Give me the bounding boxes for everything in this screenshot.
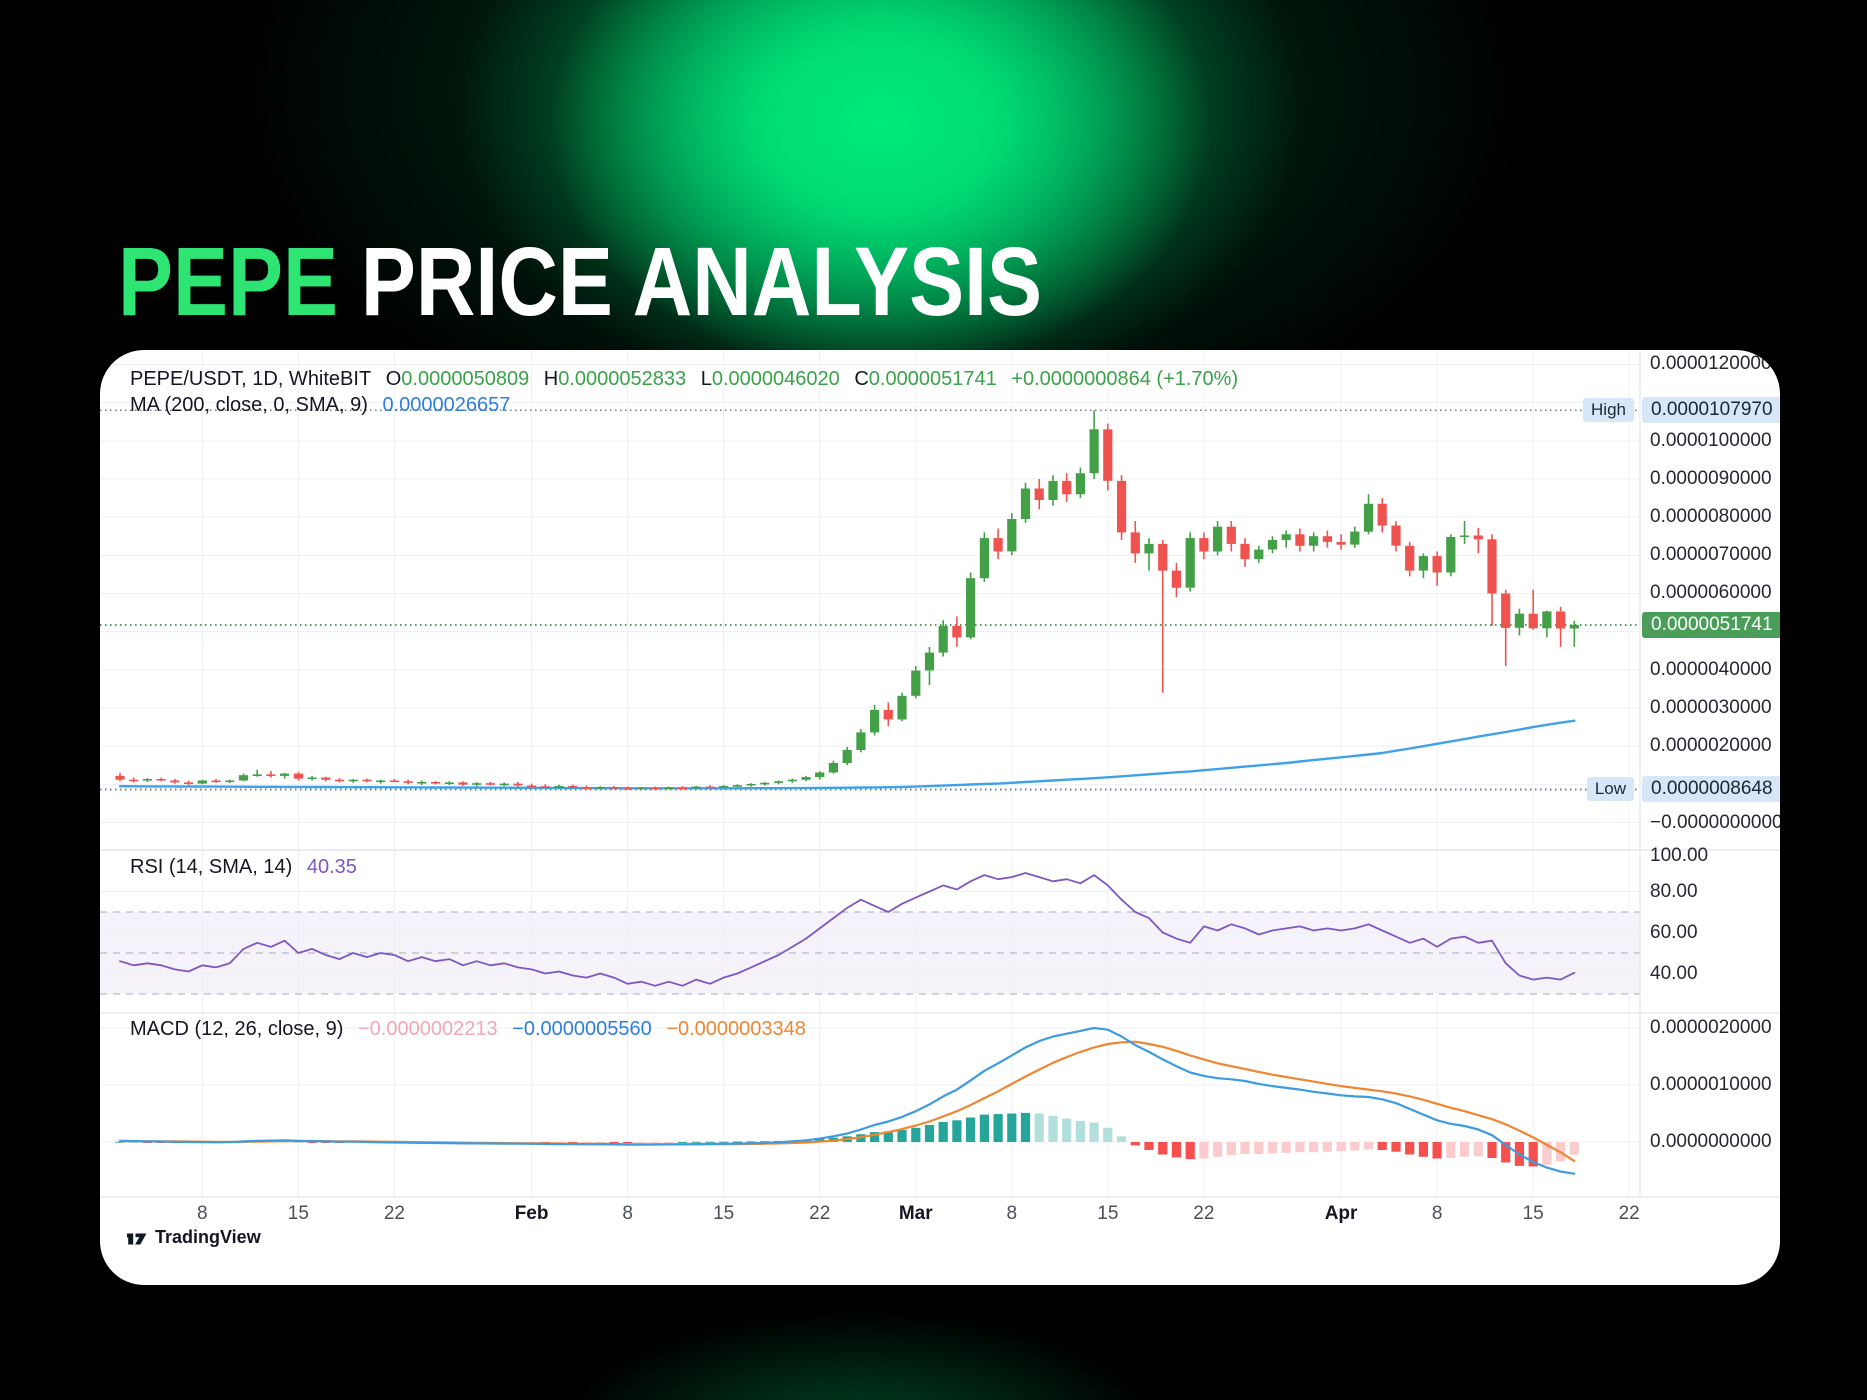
macd-axis-label: 0.0000010000 <box>1650 1074 1772 1095</box>
ma-label[interactable]: MA (200, close, 0, SMA, 9) <box>130 394 368 416</box>
time-axis-label: 8 <box>1006 1203 1018 1224</box>
time-axis-label: 15 <box>1097 1203 1119 1224</box>
price-axis-label: 0.0000100000 <box>1650 429 1772 451</box>
close-label: C <box>854 368 869 390</box>
time-axis-label: 22 <box>809 1203 831 1224</box>
chart-card: PEPE/USDT, 1D, WhiteBIT O0.0000050809 H0… <box>100 350 1780 1285</box>
ma-header: MA (200, close, 0, SMA, 9) 0.0000026657 <box>130 394 510 417</box>
high-tag: High <box>1583 398 1634 423</box>
price-axis-label: 0.0000020000 <box>1650 735 1772 757</box>
time-axis-label: 8 <box>197 1203 208 1224</box>
chart-canvas <box>100 350 1780 1198</box>
macd-label[interactable]: MACD (12, 26, close, 9) <box>130 1018 344 1040</box>
macd-hist-value: −0.0000002213 <box>357 1018 498 1040</box>
macd-signal-value: −0.0000003348 <box>666 1018 806 1040</box>
price-axis-label: 0.0000040000 <box>1650 658 1772 680</box>
low-value: 0.0000046020 <box>711 368 840 390</box>
macd-axis-label: 0.0000020000 <box>1650 1017 1772 1038</box>
price-axis-label: 0.0000070000 <box>1650 544 1772 566</box>
rsi-axis-label: 60.00 <box>1650 921 1698 943</box>
time-axis-label: 15 <box>1522 1203 1544 1224</box>
tradingview-watermark-text: TradingView <box>155 1227 261 1247</box>
time-axis-label: Apr <box>1324 1203 1358 1224</box>
time-axis-label: 22 <box>1193 1203 1215 1224</box>
rsi-value: 40.35 <box>306 856 357 878</box>
symbol-header: PEPE/USDT, 1D, WhiteBIT O0.0000050809 H0… <box>130 368 1238 391</box>
time-axis-label: Mar <box>898 1203 933 1224</box>
open-label: O <box>385 368 402 390</box>
time-axis-label: 22 <box>1618 1203 1640 1224</box>
tradingview-watermark[interactable]: TradingView <box>126 1227 261 1248</box>
time-axis-label: 8 <box>622 1203 633 1224</box>
rsi-label[interactable]: RSI (14, SMA, 14) <box>130 856 293 878</box>
low-price-badge: 0.0000008648 <box>1642 776 1780 803</box>
time-axis-label: 15 <box>713 1203 735 1224</box>
time-axis-label: Feb <box>514 1203 549 1224</box>
price-axis-label: 0.0000090000 <box>1650 467 1772 489</box>
macd-line-value: −0.0000005560 <box>512 1018 652 1040</box>
price-axis-label: 0.0000120000 <box>1650 353 1772 375</box>
low-label: L <box>700 368 712 390</box>
price-axis-label: 0.0000060000 <box>1650 582 1772 604</box>
close-value: 0.0000051741 <box>868 368 997 390</box>
page-title-highlight: PEPE <box>118 226 338 336</box>
last-price-badge: 0.0000051741 <box>1642 612 1780 638</box>
tradingview-logo-icon <box>127 1233 147 1245</box>
rsi-axis-label: 100.00 <box>1650 845 1709 866</box>
page-title: PEPE PRICE ANALYSIS <box>118 233 1042 330</box>
symbol-name[interactable]: PEPE/USDT, 1D, WhiteBIT <box>130 368 372 390</box>
price-axis-label: −0.0000000000 <box>1650 811 1780 833</box>
macd-axis-label: 0.0000000000 <box>1650 1131 1772 1152</box>
high-value: 0.0000052833 <box>558 368 687 390</box>
ma-value: 0.0000026657 <box>382 394 511 416</box>
rsi-axis-label: 40.00 <box>1650 962 1698 984</box>
high-price-badge: 0.0000107970 <box>1642 397 1780 424</box>
page-title-rest: PRICE ANALYSIS <box>337 226 1043 336</box>
time-axis-label: 8 <box>1431 1203 1443 1224</box>
rsi-header: RSI (14, SMA, 14) 40.35 <box>130 856 357 879</box>
open-value: 0.0000050809 <box>401 368 530 390</box>
price-axis-label: 0.0000080000 <box>1650 506 1772 528</box>
low-tag: Low <box>1586 777 1634 802</box>
rsi-axis-label: 80.00 <box>1650 880 1698 902</box>
time-axis-label: 15 <box>287 1203 309 1224</box>
macd-header: MACD (12, 26, close, 9) −0.0000002213 −0… <box>130 1018 806 1041</box>
change-value: +0.0000000864 (+1.70%) <box>1011 368 1239 390</box>
time-axis-label: 22 <box>383 1203 405 1224</box>
price-axis-label: 0.0000030000 <box>1650 696 1772 718</box>
high-label: H <box>543 368 559 390</box>
